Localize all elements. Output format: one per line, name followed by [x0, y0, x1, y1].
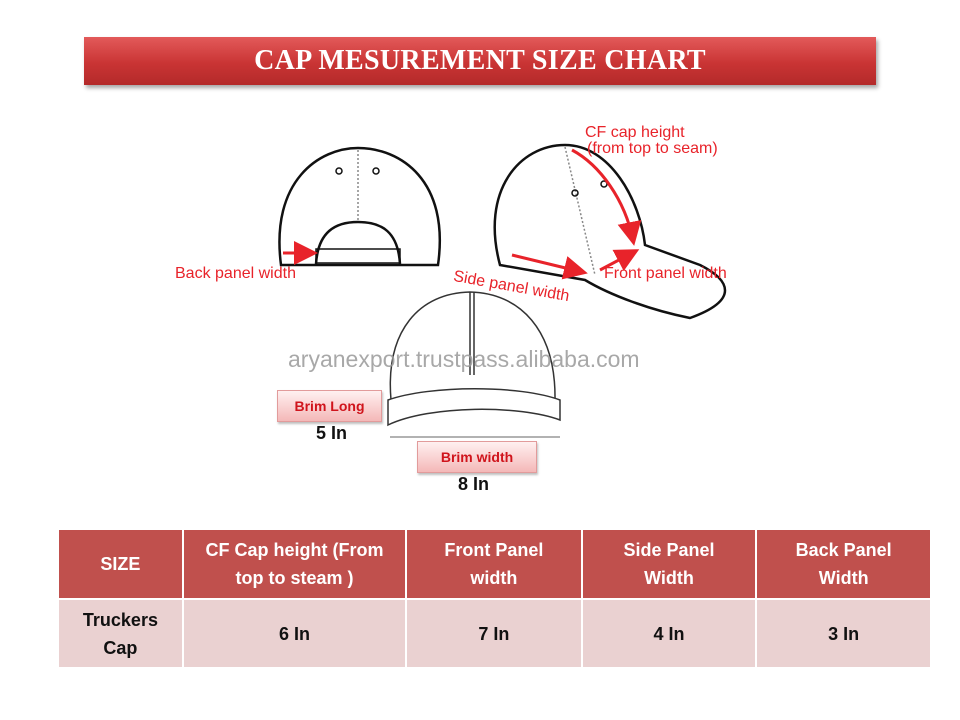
header-front-panel: Front Panel width	[405, 528, 583, 600]
brim-width-label: Brim width	[417, 441, 537, 473]
cap-diagrams	[278, 143, 727, 438]
table-row: Truckers Cap 6 In 7 In 4 In 3 In	[57, 598, 932, 669]
header-back-panel: Back Panel Width	[755, 528, 932, 600]
front-panel-width-label: Front panel width	[604, 265, 727, 282]
front-arrow	[599, 249, 640, 272]
cell-cf-cap-height: 6 In	[181, 598, 408, 669]
back-panel-width-label: Back panel width	[175, 265, 296, 282]
cell-size: Truckers Cap	[57, 598, 184, 669]
cell-back-panel: 3 In	[755, 598, 932, 669]
table-header-row: SIZE CF Cap height (From top to steam ) …	[57, 528, 932, 600]
cf-height-arrow	[571, 148, 642, 246]
side-view-cap	[493, 143, 727, 320]
cf-cap-height-label: CF cap height	[585, 124, 685, 141]
header-side-panel: Side Panel Width	[580, 528, 758, 600]
header-cf-cap-height: CF Cap height (From top to steam )	[181, 528, 408, 600]
title-banner: CAP MESUREMENT SIZE CHART	[84, 37, 876, 85]
cf-cap-height-note: (from top to seam)	[587, 140, 718, 157]
brim-long-value: 5 In	[316, 423, 348, 443]
front-view-cap	[387, 291, 561, 438]
side-arrow	[511, 253, 588, 280]
watermark: aryanexport.trustpass.alibaba.com	[288, 346, 640, 372]
back-view-cap	[278, 146, 441, 267]
brim-width-value: 8 In	[458, 474, 490, 494]
page-title: CAP MESUREMENT SIZE CHART	[254, 45, 706, 76]
header-size: SIZE	[57, 528, 184, 600]
size-table: SIZE CF Cap height (From top to steam ) …	[57, 528, 932, 669]
cell-front-panel: 7 In	[405, 598, 583, 669]
cell-side-panel: 4 In	[580, 598, 758, 669]
brim-long-label: Brim Long	[277, 390, 382, 422]
